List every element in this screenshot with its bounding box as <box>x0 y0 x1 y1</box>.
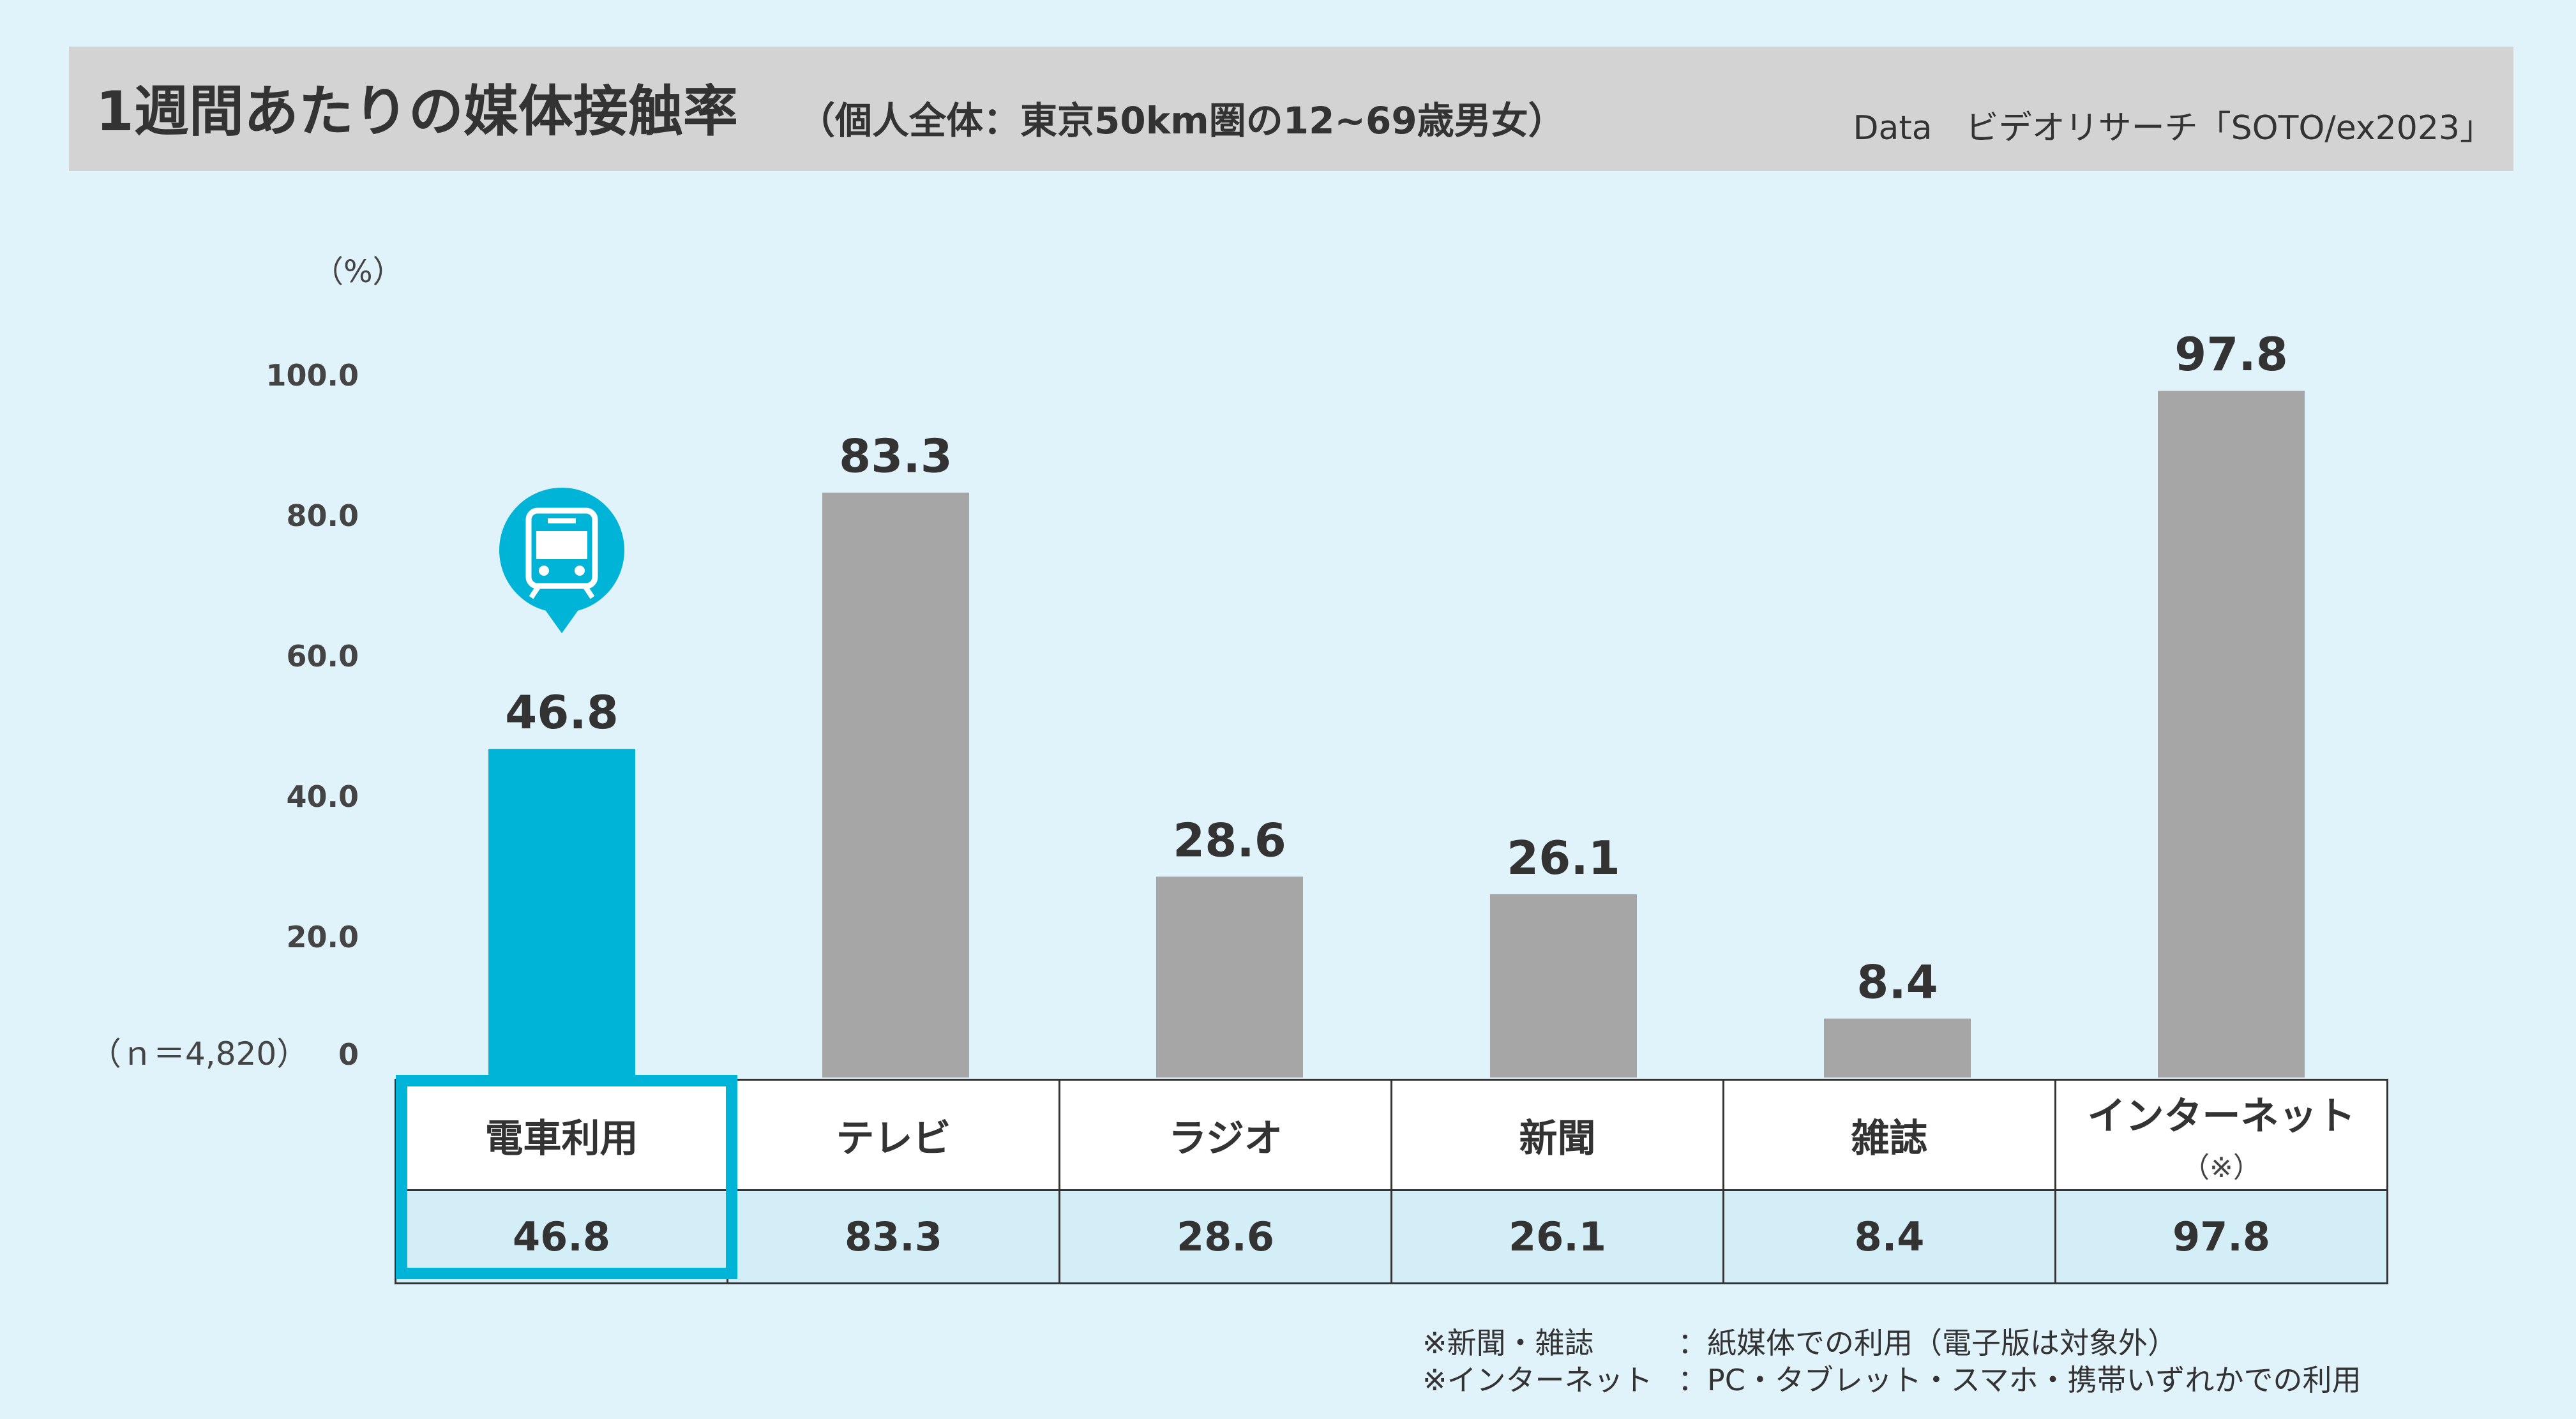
footnote: ※インターネット ：PC・タブレット・スマホ・携帯いずれかでの利用 <box>1422 1363 2361 1397</box>
y-tick-label: 80.0 <box>287 499 359 533</box>
sample-size-label: （ｎ＝4,820） <box>89 1035 308 1072</box>
category-row: 電車利用 テレビ ラジオ 新聞 雑誌 インターネット （※） <box>395 1079 2388 1191</box>
value-cell: 83.3 <box>727 1189 1060 1284</box>
data-table: 電車利用 テレビ ラジオ 新聞 雑誌 インターネット （※） 46.8 83.3 … <box>395 1079 2388 1284</box>
category-cell: 新聞 <box>1390 1079 1724 1191</box>
value-cell: 8.4 <box>1722 1189 2056 1284</box>
chart-subtitle: （個人全体：東京50km圏の12~69歳男女） <box>798 99 1565 142</box>
y-tick-label: 40.0 <box>287 779 359 814</box>
bar <box>1824 1018 1971 1077</box>
y-axis-ticks: 0 20.0 40.0 60.0 80.0 100.0 <box>266 358 359 1072</box>
value-cell: 28.6 <box>1058 1189 1392 1284</box>
bar-chart: （%） （ｎ＝4,820） 0 20.0 40.0 60.0 80.0 100.0 46.… <box>89 254 2305 1078</box>
data-label: 46.8 <box>505 686 619 739</box>
category-cell: 電車利用 <box>395 1079 728 1191</box>
pin-tail <box>543 606 581 633</box>
data-labels: 46.8 83.3 28.6 26.1 8.4 97.8 <box>505 327 2288 1009</box>
train-icon <box>499 488 624 633</box>
bar <box>1490 894 1637 1077</box>
bars <box>488 391 2305 1078</box>
y-tick-label: 100.0 <box>266 358 359 393</box>
train-window <box>536 531 587 559</box>
value-cell: 26.1 <box>1390 1189 1724 1284</box>
train-leg <box>582 584 595 599</box>
value-cell: 97.8 <box>2054 1189 2388 1284</box>
title-bar <box>69 47 2513 171</box>
data-label: 97.8 <box>2174 327 2288 381</box>
data-label: 8.4 <box>1857 956 1938 1009</box>
data-source: Data ビデオリサーチ「SOTO/ex2023」 <box>1853 109 2494 147</box>
y-tick-label: 60.0 <box>287 639 359 673</box>
y-tick-label: 0 <box>338 1037 359 1072</box>
train-light <box>539 566 549 576</box>
chart-title: 1週間あたりの媒体接触率 <box>96 80 738 144</box>
category-note: （※） <box>2181 1151 2261 1184</box>
bar <box>2158 391 2305 1078</box>
category-cell: ラジオ <box>1058 1079 1392 1191</box>
category-cell: 雑誌 <box>1722 1079 2056 1191</box>
footnote: ※新聞・雑誌 ：紙媒体での利用（電子版は対象外） <box>1422 1326 2177 1360</box>
bar <box>488 749 635 1077</box>
value-cell: 46.8 <box>395 1189 728 1284</box>
category-cell: テレビ <box>727 1079 1060 1191</box>
train-leg <box>529 584 541 599</box>
value-row: 46.8 83.3 28.6 26.1 8.4 97.8 <box>395 1189 2388 1284</box>
y-tick-label: 20.0 <box>287 920 359 954</box>
y-axis-unit: （%） <box>313 254 403 290</box>
bar <box>822 492 969 1077</box>
train-light <box>575 566 585 576</box>
data-label: 83.3 <box>839 430 953 483</box>
data-label: 28.6 <box>1173 813 1286 867</box>
train-body <box>525 507 598 589</box>
category-cell: インターネット （※） <box>2054 1079 2388 1191</box>
data-label: 26.1 <box>1507 831 1620 885</box>
footnotes: ※新聞・雑誌 ：紙媒体での利用（電子版は対象外） ※インターネット ：PC・タブレッ… <box>1422 1325 2361 1399</box>
bar <box>1156 876 1303 1077</box>
